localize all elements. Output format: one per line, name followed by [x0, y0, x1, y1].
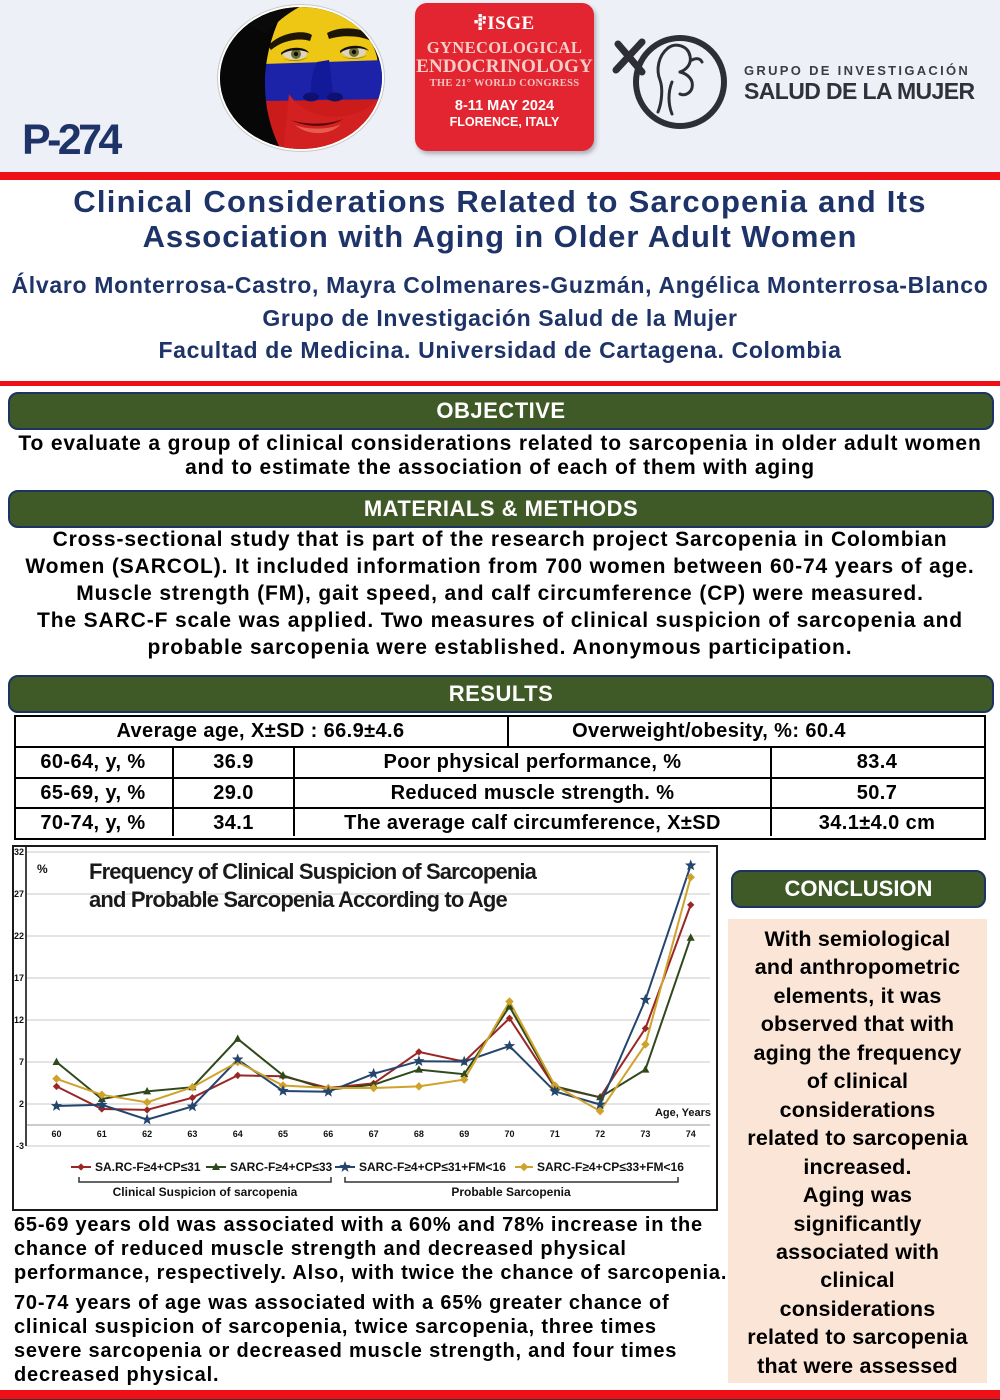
svg-text:73: 73: [640, 1129, 650, 1139]
svg-text:SA.RC-F≥4+CP≤31: SA.RC-F≥4+CP≤31: [95, 1160, 201, 1174]
svg-text:62: 62: [142, 1129, 152, 1139]
svg-text:Frequency of Clinical Suspicio: Frequency of Clinical Suspicion of Sarco…: [89, 859, 538, 884]
svg-text:61: 61: [97, 1129, 107, 1139]
svg-text:71: 71: [550, 1129, 560, 1139]
svg-text:SARC-F≥4+CP≤31+FM<16: SARC-F≥4+CP≤31+FM<16: [359, 1160, 506, 1174]
svg-text:Probable Sarcopenia: Probable Sarcopenia: [451, 1185, 571, 1199]
svg-text:SARC-F≥4+CP≤33: SARC-F≥4+CP≤33: [230, 1160, 333, 1174]
svg-text:and Probable Sarcopenia Accord: and Probable Sarcopenia According to Age: [89, 887, 508, 912]
svg-text:%: %: [37, 862, 48, 876]
svg-text:32: 32: [14, 847, 24, 857]
svg-text:2: 2: [19, 1099, 24, 1109]
svg-text:22: 22: [14, 931, 24, 941]
svg-text:Clinical Suspicion of sarcopen: Clinical Suspicion of sarcopenia: [113, 1185, 298, 1199]
svg-text:Age, Years: Age, Years: [655, 1107, 711, 1119]
svg-text:67: 67: [369, 1129, 379, 1139]
svg-text:72: 72: [595, 1129, 605, 1139]
svg-text:27: 27: [14, 889, 24, 899]
svg-text:70: 70: [504, 1129, 514, 1139]
svg-text:64: 64: [233, 1129, 243, 1139]
svg-text:63: 63: [187, 1129, 197, 1139]
svg-text:12: 12: [14, 1015, 24, 1025]
svg-text:74: 74: [686, 1129, 696, 1139]
svg-text:68: 68: [414, 1129, 424, 1139]
svg-text:17: 17: [14, 973, 24, 983]
svg-text:-3: -3: [16, 1141, 24, 1151]
svg-text:SARC-F≥4+CP≤33+FM<16: SARC-F≥4+CP≤33+FM<16: [537, 1160, 684, 1174]
svg-text:7: 7: [19, 1057, 24, 1067]
svg-text:65: 65: [278, 1129, 288, 1139]
svg-text:60: 60: [51, 1129, 61, 1139]
svg-text:69: 69: [459, 1129, 469, 1139]
svg-text:66: 66: [323, 1129, 333, 1139]
